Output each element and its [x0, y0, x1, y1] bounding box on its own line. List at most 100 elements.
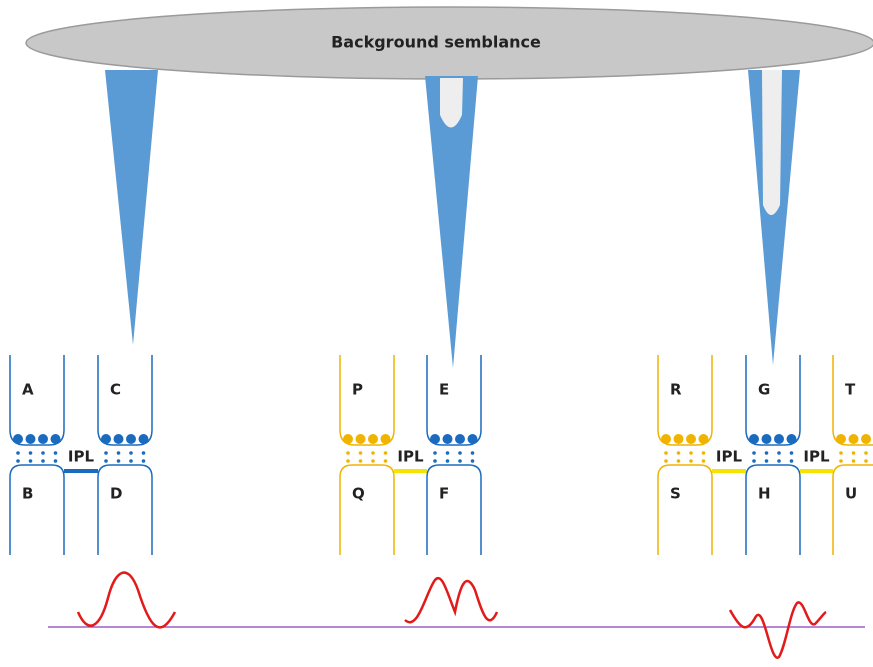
small-dot	[851, 459, 856, 463]
wave	[404, 577, 499, 624]
small-dot	[689, 451, 693, 455]
cell-label: U	[845, 485, 857, 503]
upper-cell	[745, 355, 801, 446]
small-dot	[433, 451, 437, 455]
vesicle	[38, 434, 48, 444]
small-dot	[689, 459, 693, 463]
small-dot	[141, 451, 146, 455]
vesicle	[861, 434, 871, 444]
ipl-label: IPL	[68, 448, 95, 466]
small-dot	[664, 459, 668, 463]
small-dot	[676, 451, 681, 455]
wave	[728, 601, 827, 659]
small-dot	[41, 451, 45, 455]
cell-label: F	[439, 485, 449, 503]
upper-cell	[832, 355, 873, 446]
small-dot	[701, 459, 706, 463]
small-dot	[752, 451, 756, 455]
cell-label: G	[758, 381, 770, 399]
wave	[76, 571, 177, 629]
upper-cell	[9, 355, 65, 446]
cell-label: B	[22, 485, 33, 503]
small-dot	[383, 451, 388, 455]
cone-inner	[440, 78, 463, 128]
vesicle	[686, 434, 696, 444]
small-dot	[53, 459, 58, 463]
small-dot	[383, 459, 388, 463]
small-dot	[664, 451, 668, 455]
vesicle	[467, 434, 478, 444]
small-dot	[839, 451, 843, 455]
cone	[425, 76, 478, 368]
lower-cell	[426, 464, 482, 555]
small-dot	[116, 451, 121, 455]
small-dot	[851, 451, 856, 455]
small-dot	[701, 451, 706, 455]
vesicle	[661, 434, 671, 444]
small-dot	[371, 451, 375, 455]
small-dot	[777, 451, 781, 455]
small-dot	[371, 459, 375, 463]
small-dot	[358, 451, 363, 455]
small-dot	[129, 459, 133, 463]
vesicle	[836, 434, 846, 444]
small-dot	[864, 459, 868, 463]
small-dot	[346, 451, 350, 455]
vesicle	[355, 434, 366, 444]
small-dot	[789, 451, 794, 455]
small-dot	[28, 451, 33, 455]
vesicle	[126, 434, 136, 444]
upper-cell	[657, 355, 713, 446]
upper-cell	[339, 355, 395, 446]
small-dot	[470, 451, 475, 455]
small-dot	[777, 459, 781, 463]
vesicle	[848, 434, 859, 444]
small-dot	[53, 451, 58, 455]
small-dot	[470, 459, 475, 463]
cell-label: H	[758, 485, 771, 503]
small-dot	[129, 451, 133, 455]
small-dot	[141, 459, 146, 463]
small-dot	[752, 459, 756, 463]
small-dot	[445, 459, 450, 463]
small-dot	[104, 459, 108, 463]
cell-label: Q	[352, 485, 365, 503]
small-dot	[28, 459, 33, 463]
small-dot	[346, 459, 350, 463]
vesicle	[673, 434, 684, 444]
vesicle	[380, 434, 391, 444]
vesicle	[774, 434, 784, 444]
vesicle	[50, 434, 61, 444]
small-dot	[676, 459, 681, 463]
vesicle	[786, 434, 797, 444]
cell-label: A	[22, 381, 34, 399]
small-dot	[789, 459, 794, 463]
vesicle	[13, 434, 23, 444]
cell-label: C	[110, 381, 121, 399]
lower-cell	[832, 464, 873, 555]
ipl-label: IPL	[803, 448, 830, 466]
vesicle	[430, 434, 440, 444]
vesicle	[761, 434, 772, 444]
vesicle	[113, 434, 124, 444]
small-dot	[864, 451, 868, 455]
ipl-label: IPL	[397, 448, 424, 466]
upper-cell	[426, 355, 482, 446]
vesicle	[138, 434, 149, 444]
small-dot	[458, 459, 462, 463]
small-dot	[16, 451, 20, 455]
cell-label: D	[110, 485, 122, 503]
small-dot	[41, 459, 45, 463]
cell-label: S	[670, 485, 681, 503]
small-dot	[358, 459, 363, 463]
title: Background semblance	[331, 33, 541, 52]
cell-label: T	[845, 381, 856, 399]
cone	[105, 70, 158, 345]
small-dot	[116, 459, 121, 463]
small-dot	[16, 459, 20, 463]
waveforms	[76, 571, 827, 659]
ipl-label: IPL	[716, 448, 743, 466]
vesicle	[455, 434, 465, 444]
small-dot	[104, 451, 108, 455]
